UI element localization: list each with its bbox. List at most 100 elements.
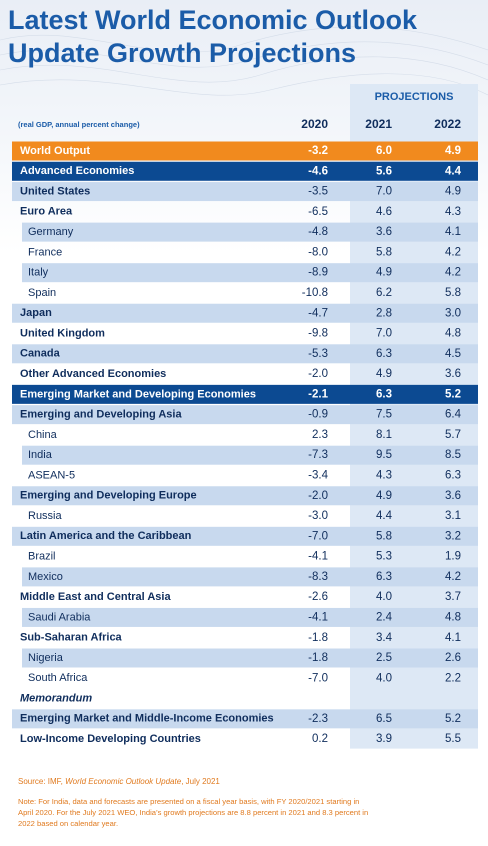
cell-value: -3.5 [308,186,328,198]
cell-value: -7.0 [308,672,328,684]
cell-value: 2.5 [376,652,392,664]
row-label: Japan [20,307,52,319]
cell-value: -6.5 [308,206,328,218]
cell-value: 5.8 [376,246,392,258]
cell-value: 0.2 [312,733,328,745]
cell-value: 5.6 [376,165,392,177]
cell-value: 4.9 [376,267,392,279]
row-background [22,607,478,627]
cell-value: -4.1 [308,551,328,563]
cell-value: 3.7 [445,591,461,603]
cell-value: 4.8 [445,611,461,623]
row-label: ASEAN-5 [28,469,75,481]
cell-value: 4.8 [445,328,461,340]
row-label: Memorandum [20,692,92,704]
cell-value: 1.9 [445,551,461,563]
cell-value: -8.3 [308,571,328,583]
cell-value: -2.1 [308,388,328,400]
row-label: Emerging Market and Middle-Income Econom… [20,713,274,725]
cell-value: 4.0 [376,672,392,684]
cell-value: 2.2 [445,672,461,684]
cell-value: -3.4 [308,470,328,482]
cell-value: 9.5 [376,449,392,461]
cell-value: -10.8 [302,287,328,299]
row-background [12,526,478,546]
row-background [22,445,478,465]
cell-value: 6.2 [376,287,392,299]
cell-value: 3.6 [445,368,461,380]
cell-value: 4.9 [376,368,392,380]
cell-value: 3.4 [376,632,393,644]
row-label: Italy [28,267,49,279]
row-background [22,263,478,283]
title-line: Update Growth Projections [8,38,356,68]
row-label: Low-Income Developing Countries [20,733,201,745]
row-label: Latin America and the Caribbean [20,530,192,542]
cell-value: 4.2 [445,571,461,583]
cell-value: 4.2 [445,246,461,258]
row-label: Brazil [28,551,56,563]
cell-value: 3.6 [445,490,461,502]
row-label: Canada [20,348,61,360]
note-line: 2022 based on calendar year. [18,819,118,828]
row-label: United Kingdom [20,327,105,339]
column-header: 2022 [434,117,461,131]
cell-value: 4.4 [376,510,393,522]
cell-value: 4.2 [445,267,461,279]
cell-value: 3.6 [376,226,392,238]
cell-value: -2.3 [308,713,328,725]
cell-value: -7.3 [308,449,328,461]
cell-value: 4.6 [376,206,392,218]
cell-value: 7.0 [376,328,392,340]
row-label: United States [20,185,90,197]
cell-value: 4.1 [445,226,461,238]
cell-value: -1.8 [308,632,328,644]
cell-value: -4.8 [308,226,328,238]
row-background [12,182,478,202]
cell-value: 6.3 [376,388,392,400]
row-label: Emerging Market and Developing Economies [20,388,256,400]
cell-value: 3.1 [445,510,461,522]
source-part: World Economic Outlook Update [65,777,182,786]
row-label: Emerging and Developing Europe [20,490,197,502]
row-background [22,567,478,587]
cell-value: 3.2 [445,530,461,542]
cell-value: 6.4 [445,409,462,421]
row-background [12,344,478,364]
wave-pattern [0,26,488,96]
row-background [12,384,478,404]
source-part: Source: IMF, [18,777,65,786]
cell-value: 2.6 [445,652,461,664]
row-label: Other Advanced Economies [20,368,166,380]
cell-value: 5.5 [445,733,461,745]
cell-value: 6.5 [376,713,392,725]
cell-value: -4.7 [308,307,328,319]
cell-value: 8.1 [376,429,392,441]
cell-value: 8.5 [445,449,461,461]
cell-value: 3.0 [445,307,461,319]
column-header: 2020 [301,117,328,131]
cell-value: 4.9 [376,490,392,502]
cell-value: 4.3 [376,470,392,482]
cell-value: 6.0 [376,145,392,157]
row-label: Middle East and Central Asia [20,591,171,603]
cell-value: 4.9 [445,186,461,198]
row-label: Sub-Saharan Africa [20,632,123,644]
note-line: Note: For India, data and forecasts are … [18,797,359,806]
row-label: Euro Area [20,206,73,218]
cell-value: 5.7 [445,429,461,441]
group-header: PROJECTIONS [375,91,454,103]
cell-value: 4.3 [445,206,461,218]
cell-value: -5.3 [308,348,328,360]
row-label: Russia [28,510,63,522]
caption: (real GDP, annual percent change) [18,120,140,129]
row-background [22,222,478,242]
cell-value: -4.6 [308,165,328,177]
title-line: Latest World Economic Outlook [8,5,418,35]
row-background [12,405,478,425]
cell-value: 7.5 [376,409,392,421]
cell-value: 5.8 [445,287,461,299]
cell-value: -2.0 [308,368,328,380]
cell-value: -4.1 [308,611,328,623]
